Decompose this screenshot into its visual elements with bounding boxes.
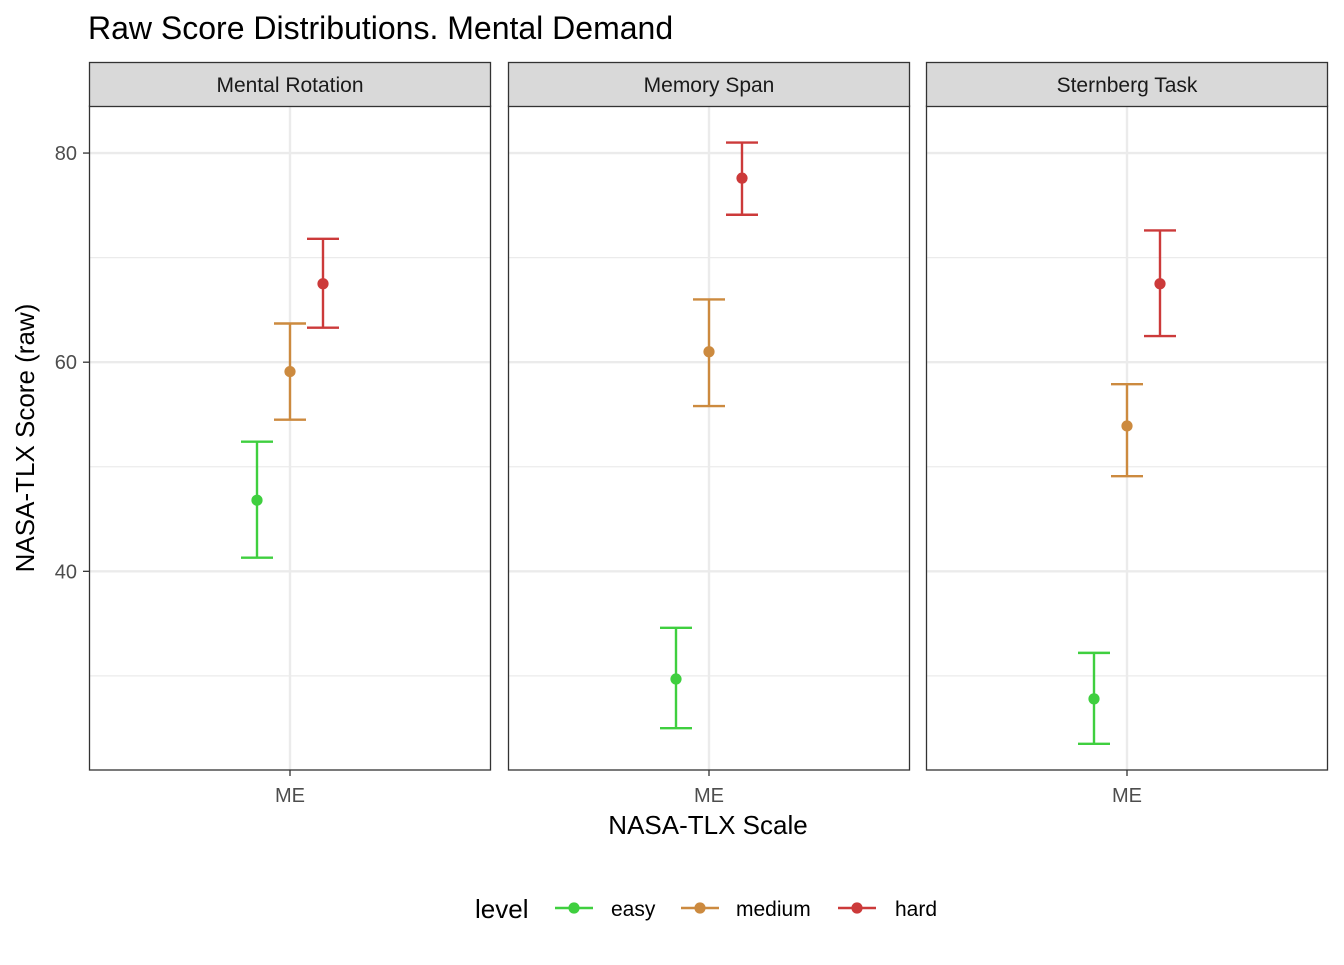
legend-key-medium xyxy=(681,902,719,914)
facet-strip-label: Memory Span xyxy=(644,74,775,97)
legend-key-point xyxy=(851,902,863,914)
x-tick-label: ME xyxy=(1112,785,1142,807)
x-tick-label: ME xyxy=(694,785,724,807)
y-tick-label: 60 xyxy=(55,352,77,374)
x-tick-label: ME xyxy=(275,785,305,807)
y-axis: 40 60 80 xyxy=(55,143,89,583)
y-axis-title: NASA-TLX Score (raw) xyxy=(10,304,40,573)
point-medium xyxy=(703,346,715,358)
point-medium xyxy=(284,366,296,378)
legend-label-easy: easy xyxy=(611,898,656,921)
y-tick-label: 80 xyxy=(55,143,77,165)
facet-panel: Mental Rotation ME xyxy=(88,61,492,807)
legend-key-hard xyxy=(838,902,876,914)
legend-label-hard: hard xyxy=(895,898,937,921)
chart-title: Raw Score Distributions. Mental Demand xyxy=(88,10,673,46)
legend-key-point xyxy=(694,902,706,914)
point-medium xyxy=(1121,420,1133,432)
facet-panel: Memory Span ME xyxy=(507,61,911,807)
point-hard xyxy=(317,278,329,290)
facet-strip xyxy=(88,61,492,108)
y-tick-label: 40 xyxy=(55,561,77,583)
facet-strip xyxy=(507,61,911,108)
point-easy xyxy=(251,494,263,506)
point-hard xyxy=(736,172,748,184)
point-hard xyxy=(1154,278,1166,290)
x-axis-title: NASA-TLX Scale xyxy=(608,810,807,840)
point-easy xyxy=(1088,693,1100,705)
facet-strip-label: Mental Rotation xyxy=(216,74,363,97)
point-easy xyxy=(670,673,682,685)
legend-label-medium: medium xyxy=(736,898,811,921)
legend: level easy medium hard xyxy=(475,894,937,924)
legend-key-easy xyxy=(555,902,593,914)
legend-key-point xyxy=(568,902,580,914)
facet-panel: Sternberg Task ME xyxy=(925,61,1329,807)
facet-strip-label: Sternberg Task xyxy=(1057,74,1198,97)
legend-title: level xyxy=(475,894,528,924)
facet-strip xyxy=(925,61,1329,108)
